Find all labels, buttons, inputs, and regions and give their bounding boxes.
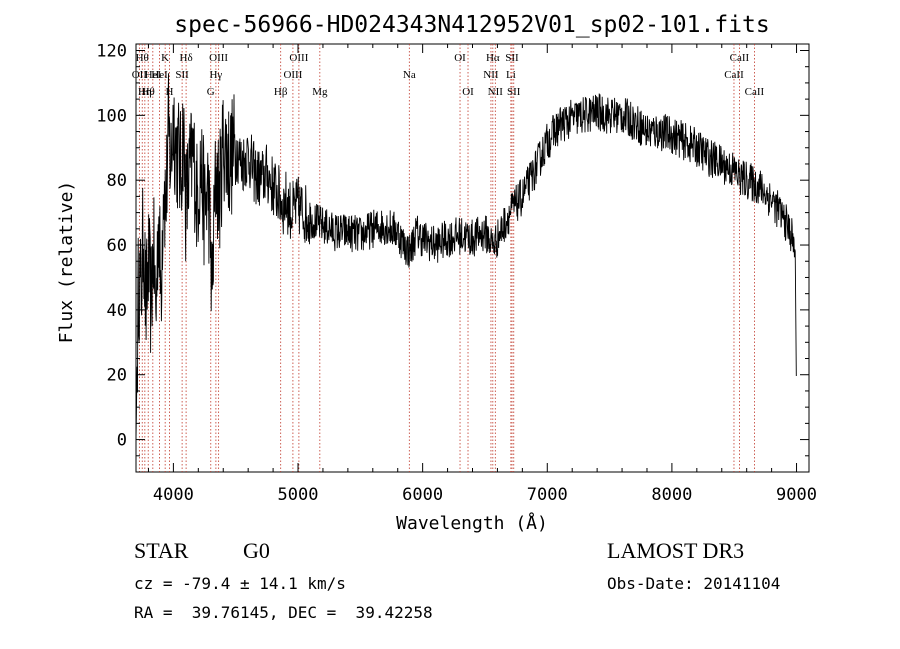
line-label: OIII xyxy=(209,52,228,64)
y-axis-ticks: 0 20 40 60 80 100 120 xyxy=(96,41,809,473)
y-tick-label: 20 xyxy=(107,366,127,386)
line-label: H xyxy=(166,86,174,98)
y-tick-label: 80 xyxy=(107,171,127,191)
chart-title: spec-56966-HD024343N412952V01_sp02-101.f… xyxy=(174,12,769,38)
x-tick-label: 6000 xyxy=(402,485,443,505)
line-label: G xyxy=(207,86,215,98)
line-label: Li xyxy=(506,69,516,81)
line-label: Na xyxy=(403,69,416,81)
line-label: Hθ xyxy=(142,86,155,98)
object-subclass: G0 xyxy=(243,538,270,563)
x-tick-label: 5000 xyxy=(278,485,319,505)
line-label: SII xyxy=(505,52,519,64)
line-label: Mg xyxy=(312,86,328,98)
coordinates: RA = 39.76145, DEC = 39.42258 xyxy=(134,603,433,622)
line-label: Hη xyxy=(138,86,152,98)
line-label: HeI xyxy=(151,69,168,81)
line-label: Hδ xyxy=(180,52,193,64)
x-axis-ticks: 4000 5000 6000 7000 8000 9000 xyxy=(147,44,817,505)
y-tick-label: 0 xyxy=(117,431,127,451)
observation-date: Obs-Date: 20141104 xyxy=(607,574,781,593)
line-label: Hα xyxy=(486,52,500,64)
line-label: OIII xyxy=(283,69,302,81)
x-tick-label: 4000 xyxy=(153,485,194,505)
line-label: CaII xyxy=(730,52,750,64)
line-label: OII xyxy=(132,69,148,81)
redshift-cz: cz = -79.4 ± 14.1 km/s xyxy=(134,574,346,593)
line-label: K xyxy=(161,52,169,64)
line-label: NII xyxy=(483,69,499,81)
line-label: CaII xyxy=(745,86,765,98)
x-tick-label: 8000 xyxy=(651,485,692,505)
x-tick-label: 9000 xyxy=(776,485,817,505)
line-label: OI xyxy=(454,52,466,64)
line-label: NII xyxy=(488,86,504,98)
line-label: Hθ xyxy=(136,52,149,64)
line-label: OIII xyxy=(289,52,308,64)
line-label: OI xyxy=(462,86,474,98)
line-label: Hγ xyxy=(209,69,222,81)
survey-name: LAMOST DR3 xyxy=(607,538,745,563)
y-tick-label: 60 xyxy=(107,236,127,256)
y-tick-label: 120 xyxy=(96,41,127,61)
line-label: SII xyxy=(507,86,521,98)
x-tick-label: 7000 xyxy=(527,485,568,505)
line-label: CaII xyxy=(724,69,744,81)
plot-frame xyxy=(135,43,810,473)
line-label: SII xyxy=(175,69,189,81)
spectrum-line xyxy=(135,73,797,440)
object-class: STAR xyxy=(134,538,189,563)
spectral-line-labels: OIIHθHηHθHeIHeIKHSIIHδGHγOIIIHβOIIIOIIIM… xyxy=(132,52,765,98)
line-label: HeI xyxy=(145,69,162,81)
y-axis-label: Flux (relative) xyxy=(56,181,77,344)
y-tick-label: 40 xyxy=(107,301,127,321)
line-label: Hβ xyxy=(274,86,288,98)
y-tick-label: 100 xyxy=(96,106,127,126)
x-axis-label: Wavelength (Å) xyxy=(396,512,548,534)
